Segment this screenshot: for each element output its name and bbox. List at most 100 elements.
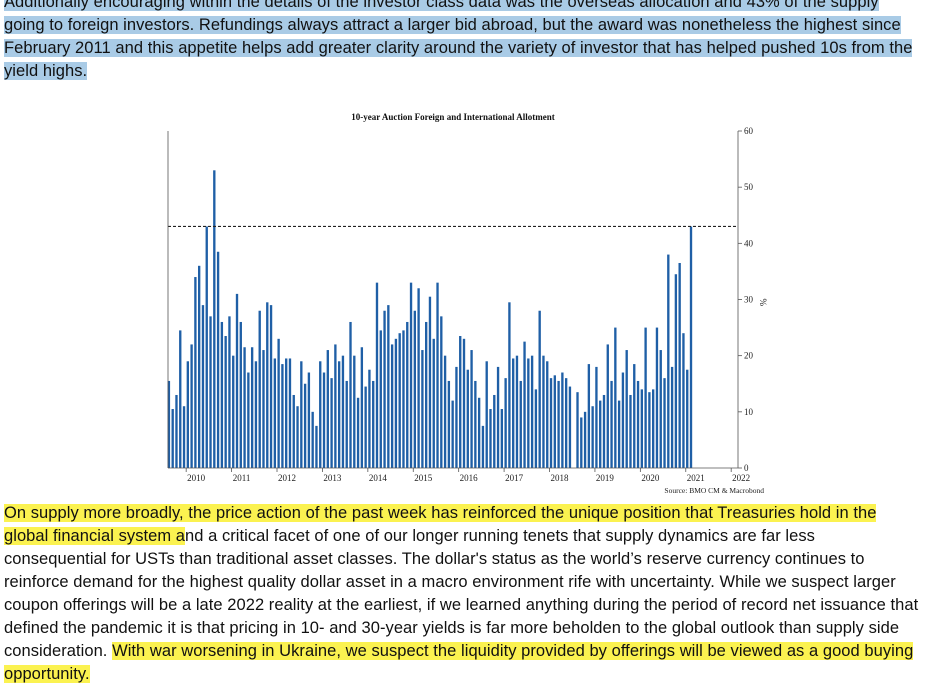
bar	[542, 355, 545, 468]
bar	[580, 417, 583, 468]
bar	[599, 400, 602, 468]
bar	[201, 305, 205, 468]
bar	[621, 372, 625, 468]
x-tick-label: 2010	[187, 473, 206, 483]
bar	[686, 369, 689, 468]
bar	[303, 383, 307, 468]
bar	[421, 350, 424, 468]
bar	[564, 378, 568, 468]
bar	[663, 378, 666, 468]
bar	[243, 347, 246, 468]
supply-paragraph: On supply more broadly, the price action…	[4, 502, 922, 686]
bar	[349, 321, 352, 468]
bar	[300, 361, 303, 468]
bar	[477, 397, 481, 468]
y-tick-label: 20	[744, 351, 754, 361]
x-tick-label: 2019	[596, 473, 615, 483]
bar	[409, 282, 413, 468]
bar	[390, 344, 394, 468]
bar	[549, 378, 553, 468]
bar	[428, 296, 432, 468]
bar	[451, 400, 454, 468]
y-tick-label: 40	[744, 238, 754, 248]
bar	[610, 380, 613, 468]
bar	[398, 333, 401, 468]
bar	[375, 282, 379, 468]
bar	[432, 338, 435, 468]
bar	[440, 316, 443, 468]
bar	[614, 327, 617, 468]
bar	[436, 282, 439, 468]
chart-source: Source: BMO CM & Macrobond	[664, 486, 764, 495]
bar	[591, 406, 594, 468]
bar	[481, 425, 485, 468]
x-tick-label: 2011	[233, 473, 251, 483]
bar	[334, 344, 337, 468]
bar	[402, 330, 405, 468]
bar	[250, 347, 254, 468]
bar	[285, 358, 288, 468]
bar	[315, 425, 318, 468]
bar	[515, 355, 519, 468]
bar	[546, 361, 549, 468]
bar	[353, 355, 356, 468]
bar	[194, 277, 197, 468]
bar	[462, 338, 466, 468]
bar	[493, 394, 496, 468]
bar	[319, 361, 322, 468]
bar	[553, 375, 556, 468]
bar	[508, 302, 511, 468]
bar	[568, 386, 572, 468]
bar	[292, 394, 295, 468]
bar	[368, 369, 371, 468]
bar	[443, 355, 447, 468]
bar	[689, 226, 693, 468]
bar	[247, 372, 250, 468]
x-tick-label: 2018	[551, 473, 570, 483]
bar	[583, 411, 587, 468]
bar	[311, 411, 314, 468]
bar	[602, 394, 606, 468]
bar	[307, 372, 311, 468]
bar	[587, 364, 591, 468]
bar	[179, 330, 182, 468]
bar	[659, 350, 662, 468]
bar	[387, 305, 390, 468]
bar	[474, 380, 477, 468]
bar	[213, 170, 216, 469]
bar	[216, 251, 220, 468]
bar	[466, 369, 469, 468]
bar	[182, 406, 186, 468]
y-tick-label: 50	[744, 182, 754, 192]
x-tick-label: 2021	[687, 473, 705, 483]
bar	[447, 380, 451, 468]
bar	[504, 378, 507, 468]
bar	[633, 364, 636, 468]
bar	[228, 316, 231, 468]
bar	[281, 364, 284, 468]
x-tick-label: 2012	[278, 473, 296, 483]
bar	[496, 366, 500, 468]
bar	[678, 262, 681, 468]
bar	[459, 336, 462, 468]
x-tick-label: 2014	[369, 473, 388, 483]
bar	[538, 310, 541, 468]
bar	[220, 321, 224, 468]
bar	[394, 338, 398, 468]
highlighted-text-conclusion: With war worsening in Ukraine, we suspec…	[4, 642, 914, 683]
x-tick-label: 2020	[641, 473, 660, 483]
bar	[171, 409, 174, 468]
bar	[360, 347, 364, 468]
bar	[485, 361, 488, 468]
x-tick-label: 2016	[460, 473, 479, 483]
bar	[640, 389, 643, 468]
bar	[682, 333, 685, 468]
bar	[224, 336, 227, 468]
bar	[232, 355, 235, 468]
bar	[209, 316, 212, 468]
bar	[341, 355, 345, 468]
bar	[239, 321, 242, 468]
bar	[364, 386, 367, 468]
y-axis-label: %	[758, 299, 768, 307]
